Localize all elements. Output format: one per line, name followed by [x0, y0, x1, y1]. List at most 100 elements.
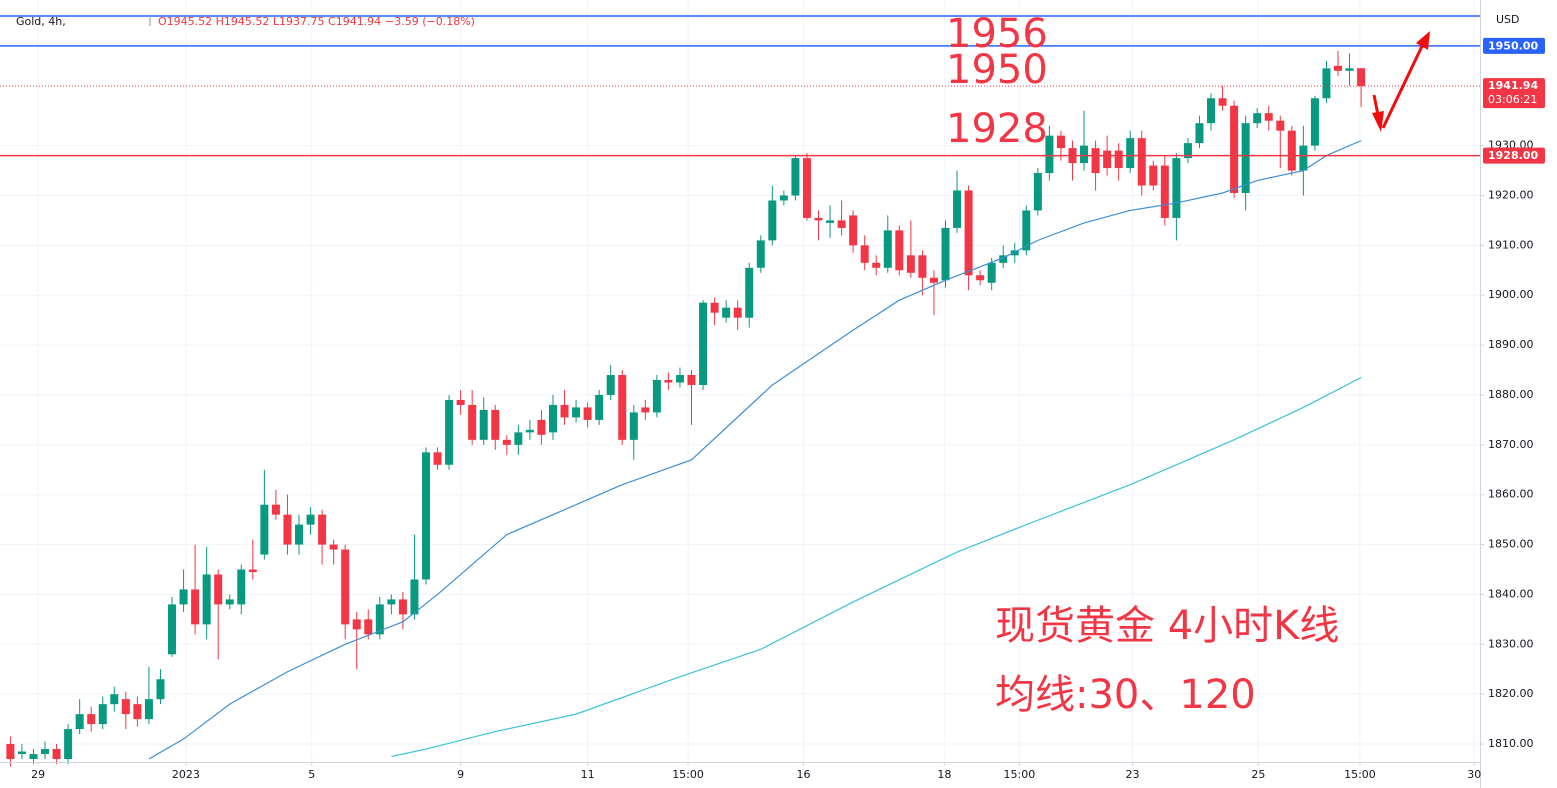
countdown: 03:06:21	[1488, 93, 1537, 106]
candle-body	[421, 452, 430, 580]
candle-body	[583, 407, 592, 420]
candle-body	[479, 409, 488, 440]
candle-body	[168, 604, 177, 655]
candle-body	[248, 569, 257, 572]
candle-body	[318, 514, 327, 545]
candle-body	[1010, 250, 1019, 256]
candle-body	[179, 589, 188, 605]
candle-body	[156, 679, 165, 700]
candle-body	[826, 220, 835, 223]
candle-body	[595, 394, 604, 420]
candle-body	[144, 699, 153, 720]
candle-body	[98, 704, 107, 725]
y-tick-label: 1850.00	[1488, 538, 1534, 551]
candle-body	[341, 549, 350, 625]
candle-body	[872, 262, 881, 268]
candle-body	[1033, 173, 1042, 211]
candle-body	[87, 714, 96, 725]
candle-body	[202, 574, 211, 625]
arrow-up	[1381, 41, 1426, 129]
candle-body	[1114, 150, 1123, 169]
x-tick-label: 11	[581, 768, 595, 781]
level-annotation: 1928	[946, 106, 1048, 152]
candle-body	[929, 277, 938, 283]
candle-body	[687, 375, 696, 385]
y-tick-label: 1830.00	[1488, 637, 1534, 650]
candle-body	[710, 302, 719, 313]
candle-body	[375, 604, 384, 635]
candle-body	[548, 404, 557, 433]
candle-body	[410, 579, 419, 615]
candle-body	[133, 704, 142, 720]
candle-body	[606, 375, 615, 395]
candle-body	[52, 749, 61, 760]
x-tick-label: 18	[937, 768, 951, 781]
candle-body	[1149, 165, 1158, 186]
candle-body	[1276, 120, 1285, 131]
candle-body	[225, 599, 234, 605]
y-tick-label: 1840.00	[1488, 587, 1534, 600]
x-tick-label: 29	[31, 768, 45, 781]
candle-body	[64, 729, 73, 760]
candle-body	[1207, 98, 1216, 124]
level-annotation: 1950	[946, 47, 1048, 93]
candle-body	[837, 220, 846, 228]
x-tick-label: 16	[796, 768, 810, 781]
candle-body	[41, 749, 50, 755]
candle-body	[283, 514, 292, 545]
candle-body	[791, 158, 800, 196]
candle-body	[814, 217, 823, 221]
candle-body	[6, 744, 15, 760]
candle-body	[906, 255, 915, 273]
candle-body	[1183, 143, 1192, 159]
candle-body	[987, 262, 996, 283]
arrow-head	[1372, 111, 1384, 132]
candle-body	[572, 407, 581, 418]
candle-body	[306, 514, 315, 525]
candle-body	[1103, 150, 1112, 169]
candle-body	[1299, 145, 1308, 171]
last-price-box	[1483, 78, 1545, 109]
candle-body	[17, 751, 26, 755]
candle-body	[733, 307, 742, 318]
candle-body	[1160, 165, 1169, 218]
candle-body	[1230, 105, 1239, 193]
candle-body	[1172, 158, 1181, 218]
candle-body	[1253, 113, 1262, 124]
candle-body	[849, 215, 858, 246]
plot	[0, 15, 1480, 767]
candle-body	[699, 302, 708, 385]
candle-body	[641, 407, 650, 413]
candle-body	[29, 754, 38, 760]
candle-body	[387, 599, 396, 605]
candle-body	[618, 375, 627, 440]
candle-body	[214, 574, 223, 605]
candle-body	[456, 399, 465, 405]
level-label-box	[1483, 147, 1545, 164]
candle-body	[468, 404, 477, 440]
candle-body	[1218, 98, 1227, 106]
candle-body	[121, 699, 130, 715]
annotation: 现货黄金 4小时K线	[995, 603, 1339, 649]
y-tick-label: 1820.00	[1488, 687, 1534, 700]
y-tick-label: 1880.00	[1488, 388, 1534, 401]
candle-body	[941, 227, 950, 281]
candle-body	[1357, 68, 1366, 87]
candle-body	[1322, 68, 1331, 99]
moving-average	[391, 376, 1362, 758]
candle-body	[1345, 68, 1354, 71]
candle-body	[364, 619, 373, 635]
candle-body	[1334, 65, 1343, 71]
candle-body	[976, 275, 985, 281]
x-tick-label: 5	[308, 768, 315, 781]
candle-body	[953, 190, 962, 228]
candle-body	[1310, 98, 1319, 146]
level-label-box	[1483, 37, 1545, 54]
candle-body	[237, 569, 246, 605]
candle-body	[722, 307, 731, 318]
candle-body	[1126, 138, 1135, 169]
y-tick-label: 1920.00	[1488, 188, 1534, 201]
candle-body	[514, 432, 523, 445]
